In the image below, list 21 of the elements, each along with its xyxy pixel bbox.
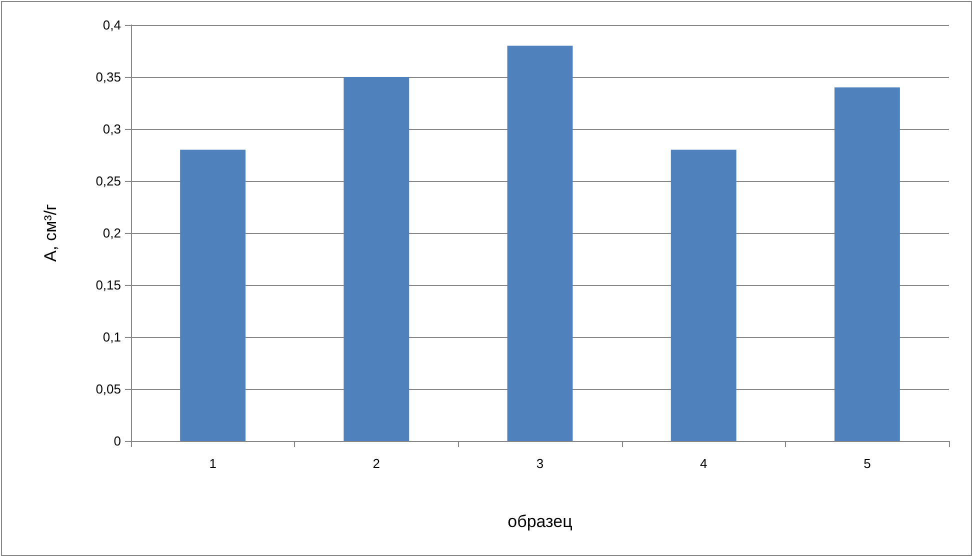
y-tick-label: 0,4 bbox=[102, 18, 121, 32]
x-tick-label: 4 bbox=[700, 456, 708, 471]
y-tick-label: 0,15 bbox=[96, 278, 121, 292]
y-tick-label: 0 bbox=[114, 434, 121, 448]
y-tick-label: 0,35 bbox=[96, 70, 121, 84]
y-tick-label: 0,1 bbox=[102, 330, 121, 344]
bar bbox=[670, 150, 736, 441]
y-tick-label: 0,3 bbox=[102, 122, 121, 136]
y-axis-title: A, см³/г bbox=[41, 204, 60, 262]
bar bbox=[344, 77, 410, 441]
x-tick-label: 2 bbox=[372, 456, 380, 471]
bar bbox=[834, 87, 900, 441]
x-tick-label: 5 bbox=[864, 456, 871, 471]
x-tick-label: 3 bbox=[536, 456, 544, 471]
x-axis-title: образец bbox=[508, 512, 573, 531]
bar bbox=[180, 150, 246, 441]
y-tick-label: 0,25 bbox=[96, 174, 121, 188]
y-tick-label: 0,05 bbox=[96, 382, 121, 396]
y-tick-label: 0,2 bbox=[102, 226, 121, 240]
bar bbox=[507, 46, 573, 441]
x-tick-label: 1 bbox=[209, 456, 216, 471]
